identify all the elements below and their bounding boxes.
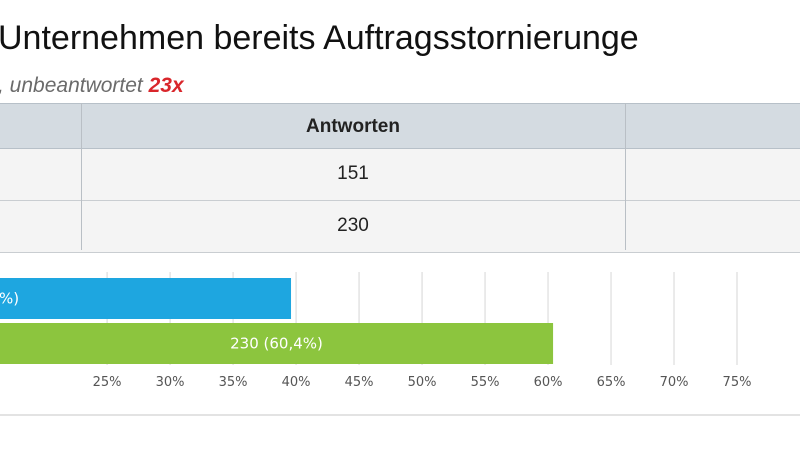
chart-bars: %) 230 (60,4%) bbox=[0, 278, 554, 364]
table-row: 151 bbox=[0, 149, 800, 201]
x-tick-label: 70% bbox=[660, 375, 689, 390]
column-divider bbox=[81, 103, 82, 250]
answers-cell: 151 bbox=[337, 163, 369, 184]
x-tick-label: 65% bbox=[597, 375, 626, 390]
bar bbox=[0, 323, 554, 364]
x-tick-label: 35% bbox=[219, 375, 248, 390]
table-header-row: Antworten bbox=[0, 103, 800, 149]
x-tick-label: 25% bbox=[93, 375, 122, 390]
x-tick-label: 55% bbox=[471, 375, 500, 390]
x-tick-label: 45% bbox=[345, 375, 374, 390]
bar-value-label: %) bbox=[0, 290, 19, 308]
bar-value-label: 230 (60,4%) bbox=[230, 335, 323, 353]
table-row: 230 bbox=[0, 201, 800, 253]
survey-question-title: Unternehmen bereits Auftragsstornierunge bbox=[0, 19, 639, 57]
x-tick-label: 50% bbox=[408, 375, 437, 390]
answers-cell: 230 bbox=[337, 215, 369, 236]
unanswered-count: 23x bbox=[148, 74, 184, 97]
answers-column-header: Antworten bbox=[306, 116, 400, 137]
x-tick-label: 30% bbox=[156, 375, 185, 390]
x-tick-label: 60% bbox=[534, 375, 563, 390]
x-tick-label: 40% bbox=[282, 375, 311, 390]
bar-chart: %) 230 (60,4%) 25% 30% 35% 40% 45% 50% 55% 60% 65… bbox=[0, 272, 800, 416]
column-divider bbox=[625, 103, 626, 250]
unanswered-label: , unbeantwortet bbox=[0, 74, 149, 97]
bar bbox=[0, 278, 292, 319]
x-tick-label: 75% bbox=[723, 375, 752, 390]
response-summary: , unbeantwortet 23x bbox=[0, 74, 184, 98]
chart-x-axis: 25% 30% 35% 40% 45% 50% 55% 60% 65% 70% 75% bbox=[93, 375, 752, 390]
